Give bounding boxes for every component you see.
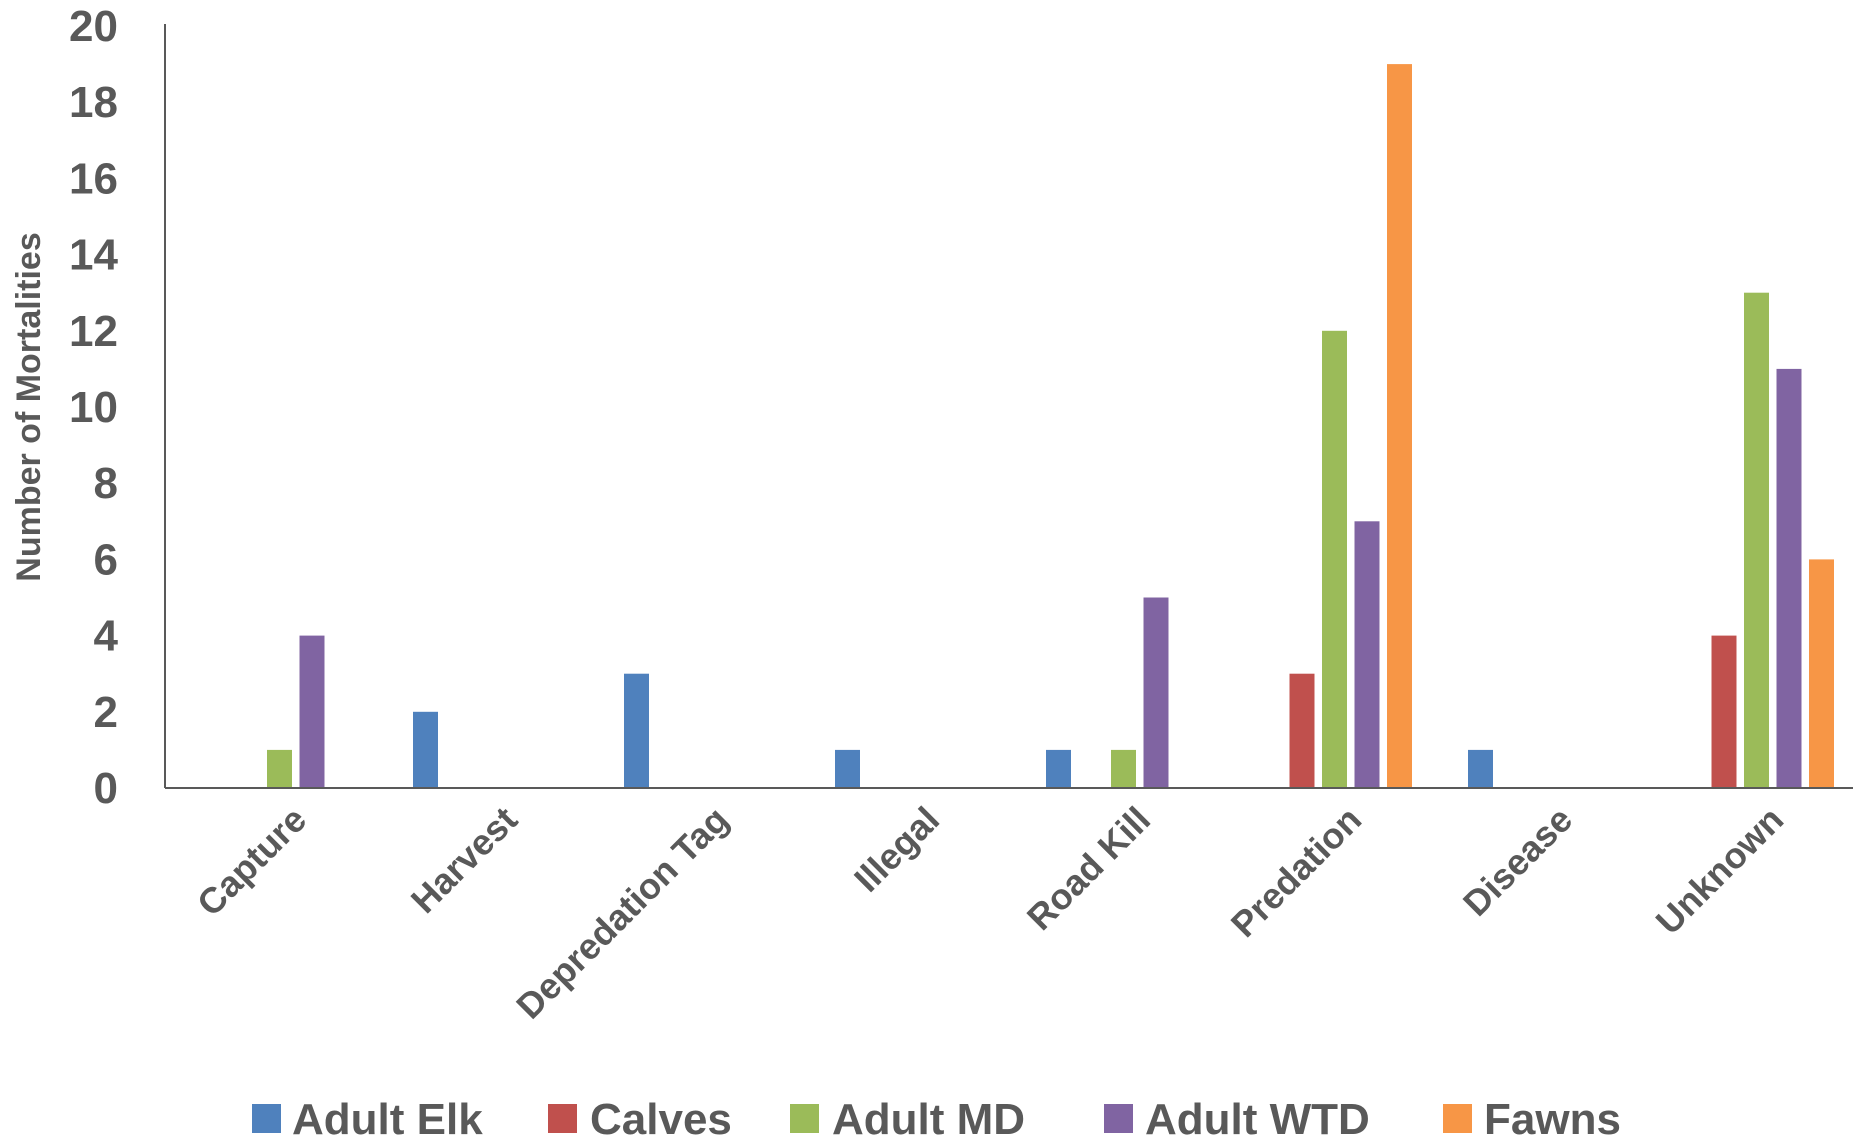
x-category-label: Harvest bbox=[403, 799, 525, 921]
bar bbox=[1046, 749, 1071, 788]
y-tick-label: 18 bbox=[69, 78, 118, 127]
y-tick-label: 4 bbox=[94, 612, 119, 661]
bar bbox=[1711, 635, 1737, 788]
legend-label: Calves bbox=[590, 1095, 732, 1140]
bar bbox=[1322, 330, 1347, 788]
legend-swatch bbox=[1104, 1104, 1133, 1133]
bar bbox=[624, 673, 649, 788]
y-tick-label: 10 bbox=[69, 383, 118, 432]
bar bbox=[1289, 673, 1315, 788]
bar bbox=[835, 749, 860, 788]
y-axis-title: Number of Mortalities bbox=[10, 232, 48, 581]
legend-label: Adult WTD bbox=[1145, 1095, 1370, 1140]
y-tick-label: 16 bbox=[69, 154, 118, 203]
x-category-label: Capture bbox=[189, 799, 314, 924]
legend-swatch bbox=[548, 1104, 577, 1133]
bar bbox=[1468, 749, 1493, 788]
legend-swatch bbox=[1443, 1104, 1472, 1133]
y-tick-label: 6 bbox=[94, 535, 118, 584]
bar bbox=[413, 711, 438, 788]
legend-swatch bbox=[790, 1104, 819, 1133]
bar bbox=[1387, 64, 1412, 789]
bar bbox=[299, 635, 325, 788]
legend-label: Adult MD bbox=[832, 1095, 1025, 1140]
legend: Adult Elk Calves Adult MD Adult WTD Fawns bbox=[252, 1095, 1621, 1140]
y-tick-label: 12 bbox=[69, 307, 118, 356]
bar bbox=[267, 749, 292, 788]
x-category-label: Depredation Tag bbox=[508, 799, 736, 1027]
x-category-label: Illegal bbox=[846, 799, 947, 900]
y-axis-ticks: 0 2 4 6 8 10 12 14 16 18 20 bbox=[69, 2, 118, 813]
x-category-label: Predation bbox=[1223, 799, 1369, 945]
bar bbox=[1744, 292, 1769, 788]
y-tick-label: 0 bbox=[94, 764, 118, 813]
y-tick-label: 2 bbox=[94, 688, 118, 737]
x-category-label: Disease bbox=[1455, 799, 1580, 924]
bar bbox=[1111, 749, 1136, 788]
y-tick-label: 20 bbox=[69, 2, 118, 51]
y-tick-label: 8 bbox=[94, 459, 118, 508]
bar bbox=[1143, 597, 1169, 788]
x-category-label: Road Kill bbox=[1019, 799, 1158, 938]
legend-label: Fawns bbox=[1484, 1095, 1621, 1140]
bars bbox=[267, 64, 1834, 789]
y-tick-label: 14 bbox=[69, 231, 118, 280]
x-category-label: Unknown bbox=[1648, 799, 1792, 943]
bar bbox=[1776, 368, 1802, 788]
bar bbox=[1354, 521, 1380, 788]
bar bbox=[1809, 559, 1834, 788]
legend-swatch bbox=[252, 1104, 281, 1133]
legend-label: Adult Elk bbox=[292, 1095, 483, 1140]
